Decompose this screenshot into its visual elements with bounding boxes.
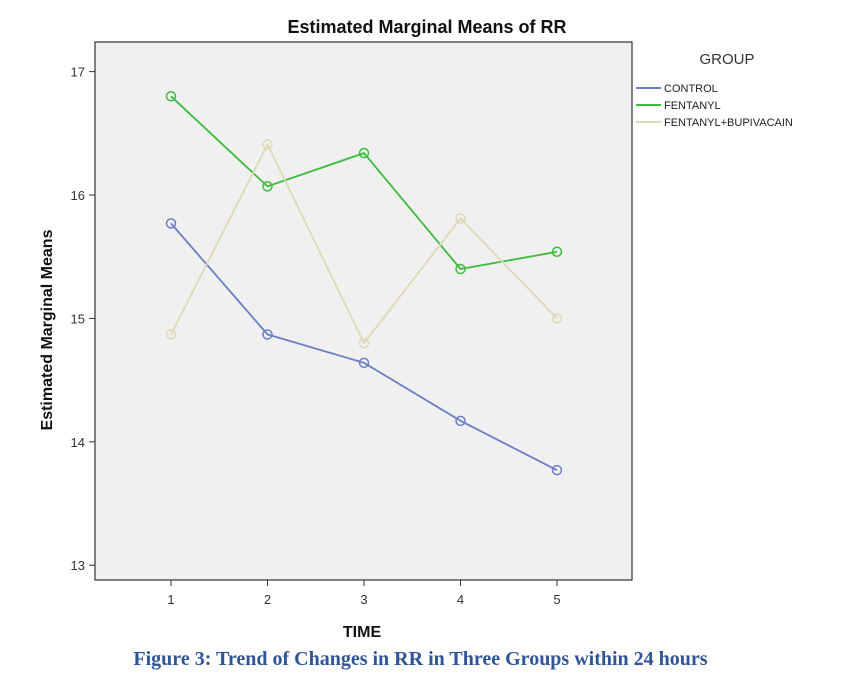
data-point (358, 147, 370, 159)
data-point (262, 181, 273, 192)
y-tick-label: 17 (71, 65, 85, 80)
chart: Estimated Marginal Means of RR 131415161… (39, 17, 793, 640)
data-point (165, 218, 177, 229)
legend-label: FENTANYL (664, 100, 721, 112)
legend-label: CONTROL (664, 83, 718, 95)
data-point (551, 246, 563, 258)
y-tick-label: 13 (71, 558, 85, 573)
x-tick-label: 1 (167, 592, 174, 607)
x-axis: 1 2 3 4 5 (167, 580, 561, 607)
data-point (455, 263, 466, 275)
figure-caption: Figure 3: Trend of Changes in RR in Thre… (133, 648, 708, 670)
data-point (358, 337, 370, 349)
x-tick-label: 2 (264, 592, 271, 607)
data-point (551, 464, 563, 476)
data-point (358, 357, 370, 369)
data-point (165, 329, 177, 340)
legend-title: GROUP (699, 51, 754, 68)
y-axis-label: Estimated Marginal Means (39, 229, 56, 430)
data-point (455, 415, 466, 427)
plot-area (94, 41, 633, 581)
series-line (170, 222, 558, 472)
data-point (551, 313, 563, 324)
legend: GROUP CONTROL FENTANYL FENTANYL+BUPIVACAIN (636, 51, 793, 129)
data-point (262, 329, 273, 340)
series-points (165, 91, 563, 476)
series-line (170, 95, 558, 270)
x-tick-label: 5 (553, 592, 560, 607)
series-line (170, 142, 558, 345)
y-axis: 13 14 15 16 17 (71, 65, 95, 573)
x-axis-label: TIME (343, 624, 382, 640)
y-tick-label: 14 (71, 435, 85, 450)
series-lines (170, 95, 558, 472)
x-tick-label: 3 (360, 592, 367, 607)
chart-title: Estimated Marginal Means of RR (287, 17, 566, 37)
data-point (262, 139, 273, 150)
legend-label: FENTANYL+BUPIVACAIN (664, 117, 793, 129)
y-tick-label: 16 (71, 188, 85, 203)
x-tick-label: 4 (457, 592, 464, 607)
data-point (165, 91, 177, 102)
data-point (455, 213, 466, 224)
y-tick-label: 15 (71, 311, 85, 326)
